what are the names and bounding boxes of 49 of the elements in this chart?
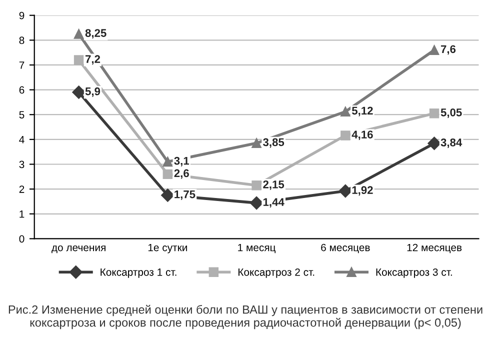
- point: [428, 136, 441, 150]
- data-label: 5,05: [440, 108, 462, 118]
- data-label: 8,25: [85, 29, 106, 39]
- legend-label: Коксартроз 3 ст.: [376, 268, 452, 278]
- data-label: 2,6: [174, 169, 189, 179]
- point: [72, 86, 86, 99]
- data-label: 5,9: [85, 87, 100, 97]
- y-tick-label: 5: [19, 111, 24, 118]
- data-label: 5,12: [352, 106, 373, 116]
- y-tick-label: 2: [19, 186, 24, 193]
- x-tick-label: 6 месяцев: [321, 244, 370, 254]
- point: [74, 29, 84, 39]
- x-tick-label: 1 месяц: [238, 244, 276, 254]
- x-tick-label: 1е сутки: [148, 244, 187, 254]
- x-tick-label: 12 месяцев: [407, 244, 462, 254]
- point: [252, 138, 262, 148]
- point: [340, 106, 350, 116]
- point: [161, 188, 174, 202]
- y-tick-label: 4: [19, 136, 24, 144]
- data-label: 7,6: [440, 45, 456, 55]
- data-label: 7,2: [86, 55, 100, 65]
- point: [429, 108, 440, 118]
- point: [340, 130, 350, 140]
- data-label: 1,92: [352, 186, 373, 196]
- point: [252, 180, 262, 190]
- point: [162, 169, 173, 180]
- y-tick-label: 9: [19, 12, 24, 20]
- text: Рис.2 Изменение средней оценки боли по ВАШ у пациентов в зависимости от степени коксартроза и сроков после проведения радиочастотной денервации (р< 0,05): [8, 304, 482, 330]
- data-label: 1,75: [174, 190, 196, 200]
- data-label: 2,15: [263, 180, 284, 190]
- y-tick-label: 3: [19, 160, 24, 168]
- data-label: 1,44: [263, 198, 284, 208]
- y-tick-label: 1: [20, 210, 24, 218]
- point: [74, 55, 84, 65]
- data-label: 3,84: [440, 138, 462, 148]
- y-tick-label: 8: [19, 36, 24, 44]
- legend-label: Коксартроз 2 ст.: [238, 268, 314, 278]
- point: [338, 184, 352, 198]
- point: [162, 156, 173, 167]
- point: [250, 196, 264, 210]
- y-tick-label: 7: [19, 62, 24, 69]
- data-label: 4,16: [352, 130, 373, 140]
- data-label: 3,85: [263, 138, 284, 148]
- data-label: 3,1: [174, 156, 190, 166]
- x-tick-label: до лечения: [52, 246, 106, 254]
- y-tick-label: 6: [19, 86, 24, 94]
- y-tick-label: 0: [19, 235, 24, 243]
- point: [429, 45, 440, 55]
- legend-label: Коксартроз 1 ст.: [100, 268, 176, 278]
